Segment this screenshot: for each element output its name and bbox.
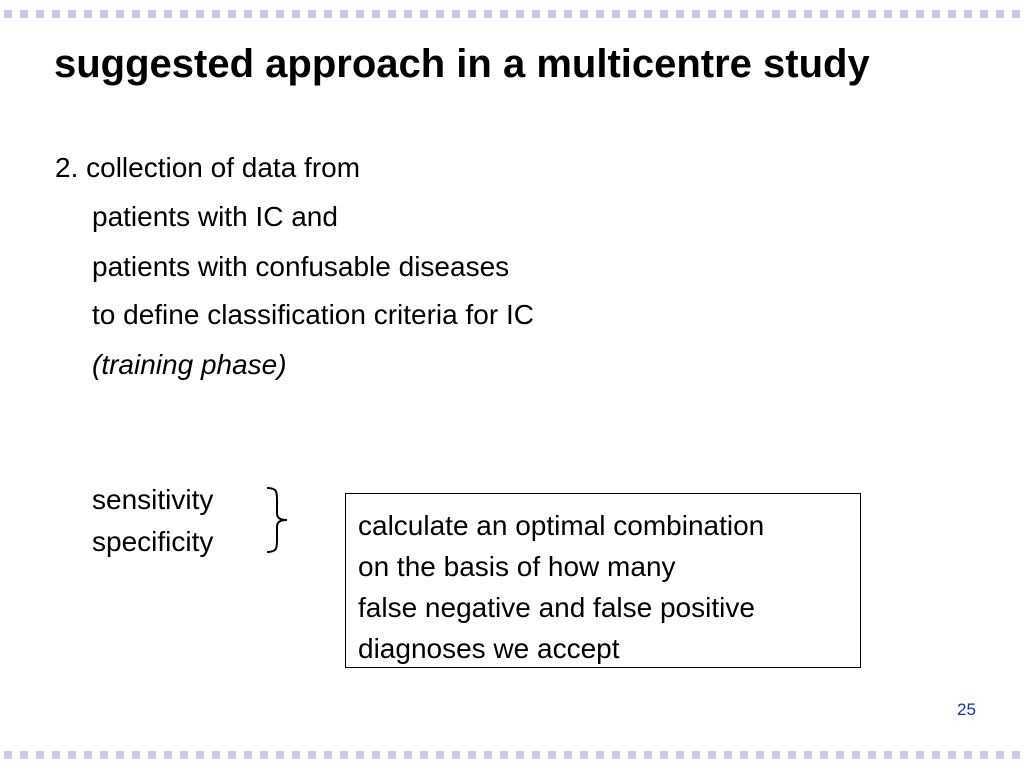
body-line-training-phase: (training phase)	[92, 349, 287, 380]
slide-title: suggested approach in a multicentre stud…	[54, 42, 870, 86]
page-number: 25	[957, 700, 976, 719]
callout-box: calculate an optimal combination on the …	[345, 493, 861, 668]
right-curly-brace-icon	[266, 487, 288, 553]
callout-line-4: diagnoses we accept	[358, 633, 620, 664]
body-line-2: patients with IC and	[92, 201, 338, 232]
body-line-4: to define classification criteria for IC	[92, 299, 534, 330]
metric-specificity: specificity	[92, 526, 214, 557]
callout-line-2: on the basis of how many	[358, 551, 676, 582]
body-line-1: 2. collection of data from	[55, 152, 361, 183]
top-dotted-border	[0, 10, 1024, 18]
callout-line-3: false negative and false positive	[358, 592, 755, 623]
metric-sensitivity: sensitivity	[92, 484, 214, 515]
callout-line-1: calculate an optimal combination	[358, 510, 765, 541]
body-line-3: patients with confusable diseases	[92, 251, 510, 282]
bottom-dotted-border	[0, 751, 1024, 759]
